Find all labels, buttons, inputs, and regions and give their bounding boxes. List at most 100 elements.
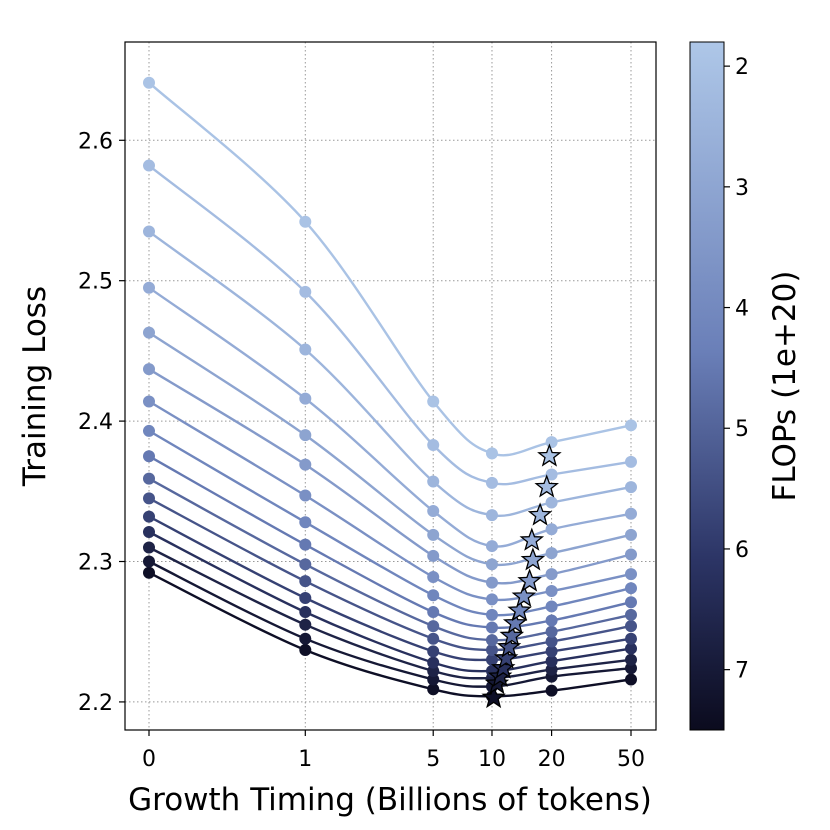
data-point — [545, 614, 558, 627]
data-point — [545, 663, 558, 676]
data-point — [485, 608, 498, 621]
y-tick-label: 2.2 — [78, 691, 113, 716]
y-axis-ticks: 2.2 2.3 2.4 2.5 2.6 — [78, 129, 125, 716]
data-point — [625, 620, 637, 633]
data-point — [427, 549, 440, 562]
data-point — [485, 634, 498, 647]
data-point — [625, 642, 637, 655]
data-point — [427, 504, 440, 517]
fit-curve — [148, 455, 632, 629]
data-point — [545, 523, 558, 536]
data-point — [625, 548, 637, 561]
data-point — [143, 510, 155, 523]
data-point — [299, 516, 312, 529]
colorbar-ticks: 2 3 4 5 6 7 — [724, 55, 749, 684]
y-axis-title: Training Loss — [17, 286, 53, 487]
optimum-star — [502, 610, 528, 634]
data-point — [427, 656, 440, 669]
data-point — [485, 593, 498, 606]
data-point — [625, 568, 637, 581]
data-point — [143, 225, 155, 238]
data-point — [427, 620, 440, 633]
data-point — [299, 343, 312, 356]
fit-curve — [148, 331, 632, 567]
optimum-star — [527, 502, 553, 526]
data-point — [625, 507, 637, 520]
data-point — [625, 596, 637, 609]
data-point — [427, 645, 440, 658]
x-tick-label: 1 — [298, 747, 312, 772]
colorbar-tick-label: 6 — [735, 538, 749, 563]
data-point — [143, 159, 155, 172]
fit-curve — [148, 546, 632, 680]
x-tick-label: 0 — [142, 747, 156, 772]
data-point — [143, 424, 155, 437]
data-point — [143, 541, 155, 554]
data-point — [545, 655, 558, 668]
optimum-star — [520, 547, 546, 571]
data-point — [143, 363, 155, 376]
optimum-markers — [481, 443, 562, 709]
optimum-star — [517, 568, 542, 592]
data-point — [143, 281, 155, 294]
data-point — [545, 468, 558, 481]
data-point — [427, 528, 440, 541]
data-point — [625, 582, 637, 595]
data-point — [545, 568, 558, 581]
data-point — [143, 566, 155, 579]
plot-frame — [124, 41, 657, 731]
data-point — [427, 570, 440, 583]
data-point — [625, 455, 637, 468]
data-point — [625, 653, 637, 666]
data-point — [427, 395, 440, 408]
data-point — [143, 395, 155, 408]
fit-curves — [148, 81, 632, 698]
data-point — [427, 673, 440, 686]
colorbar-tick-label: 3 — [735, 176, 749, 201]
y-tick-label: 2.4 — [78, 410, 113, 435]
data-point — [625, 673, 637, 686]
data-point — [299, 392, 312, 405]
data-point — [485, 447, 498, 460]
x-tick-label: 50 — [617, 747, 645, 772]
data-point — [299, 632, 312, 645]
optimum-star — [519, 527, 545, 551]
data-point — [143, 450, 155, 463]
data-point — [625, 608, 637, 621]
optimum-star — [534, 474, 559, 498]
data-point — [299, 538, 312, 551]
data-point — [427, 606, 440, 619]
data-point — [427, 475, 440, 488]
data-point — [299, 458, 312, 471]
colorbar-tick-label: 7 — [735, 659, 749, 684]
data-point — [625, 528, 637, 541]
data-point — [143, 555, 155, 568]
data-point — [299, 606, 312, 619]
colorbar — [689, 41, 725, 731]
fit-curve — [148, 497, 632, 652]
x-axis-title: Growth Timing (Billions of tokens) — [128, 782, 652, 818]
data-point — [299, 618, 312, 631]
data-point — [485, 643, 498, 656]
data-point — [299, 429, 312, 442]
data-point — [427, 683, 440, 696]
data-point — [545, 584, 558, 597]
data-point — [625, 419, 637, 432]
x-tick-label: 5 — [426, 747, 440, 772]
data-point — [485, 576, 498, 589]
data-point — [625, 481, 637, 494]
colorbar-tick-label: 2 — [735, 55, 749, 80]
optimum-star — [511, 583, 537, 608]
x-tick-label: 20 — [538, 747, 566, 772]
fit-curve — [148, 286, 632, 548]
optimum-star — [507, 597, 532, 622]
fit-curve — [148, 429, 632, 617]
data-point — [299, 285, 312, 298]
optimum-star — [481, 684, 506, 709]
data-point — [545, 436, 558, 449]
data-point — [299, 643, 312, 656]
data-point — [299, 575, 312, 588]
data-point — [545, 684, 558, 697]
data-point — [143, 472, 155, 485]
data-point — [625, 632, 637, 645]
